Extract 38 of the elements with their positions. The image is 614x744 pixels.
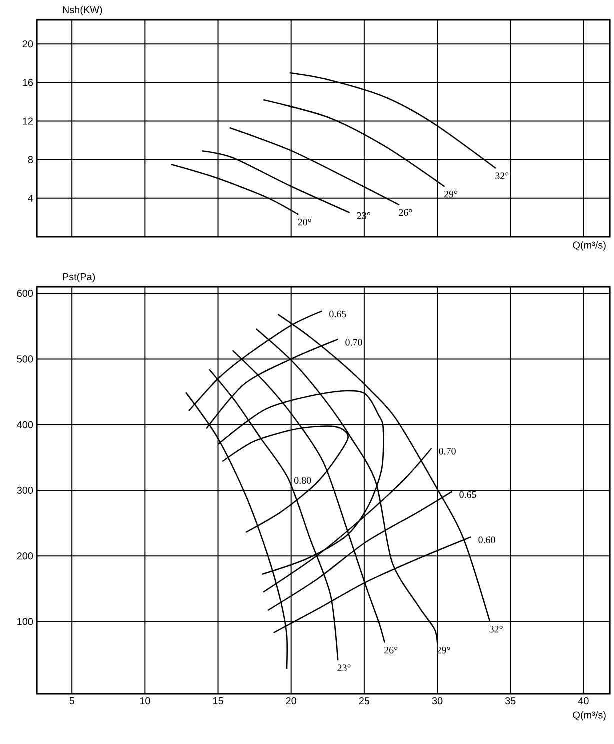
y-tick-label: 500: [17, 356, 34, 363]
series-label: 32°: [496, 172, 509, 180]
y-tick-label: 16: [23, 79, 34, 86]
series-label: 0.80: [294, 477, 312, 484]
series-label: 26°: [399, 209, 412, 216]
line-series: [262, 99, 446, 188]
x-axis-title: Q(m³/s): [573, 711, 606, 721]
series-label: 26°: [384, 646, 398, 654]
y-tick-label: 12: [23, 118, 33, 125]
x-tick-label: 5: [70, 698, 74, 704]
x-tick-label: 20: [286, 698, 296, 705]
series-label: 32°: [490, 626, 503, 633]
y-tick-label: 4: [28, 194, 34, 202]
y-tick-label: 600: [17, 290, 34, 298]
x-tick-label: 35: [505, 698, 516, 705]
y-axis-title: Nsh(KW): [63, 6, 102, 16]
y-tick-label: 100: [18, 618, 34, 626]
y-tick-label: 20: [22, 40, 34, 48]
series-label: 0.65: [330, 310, 346, 318]
y-axis-title: Pst(Pa): [63, 273, 96, 282]
y-tick-label: 300: [17, 486, 34, 494]
series-label: 23°: [338, 664, 351, 672]
series-label: 0.70: [346, 339, 362, 346]
series-label: 29°: [444, 191, 458, 198]
series-label: 0.70: [439, 448, 456, 455]
x-tick-label: 25: [359, 698, 370, 705]
x-tick-label: 10: [140, 698, 150, 705]
line-series: [289, 72, 497, 170]
x-tick-label: 15: [213, 698, 224, 704]
y-tick-label: 400: [17, 421, 34, 428]
x-tick-label: 40: [578, 698, 589, 705]
series-label: 20°: [298, 218, 312, 226]
x-tick-label: 30: [432, 698, 443, 705]
x-axis-title: Q(m³/s): [573, 242, 606, 251]
y-tick-label: 8: [28, 156, 34, 164]
y-tick-label: 200: [17, 552, 34, 560]
series-label: 0.65: [460, 491, 476, 498]
series-label: 0.60: [478, 536, 496, 544]
